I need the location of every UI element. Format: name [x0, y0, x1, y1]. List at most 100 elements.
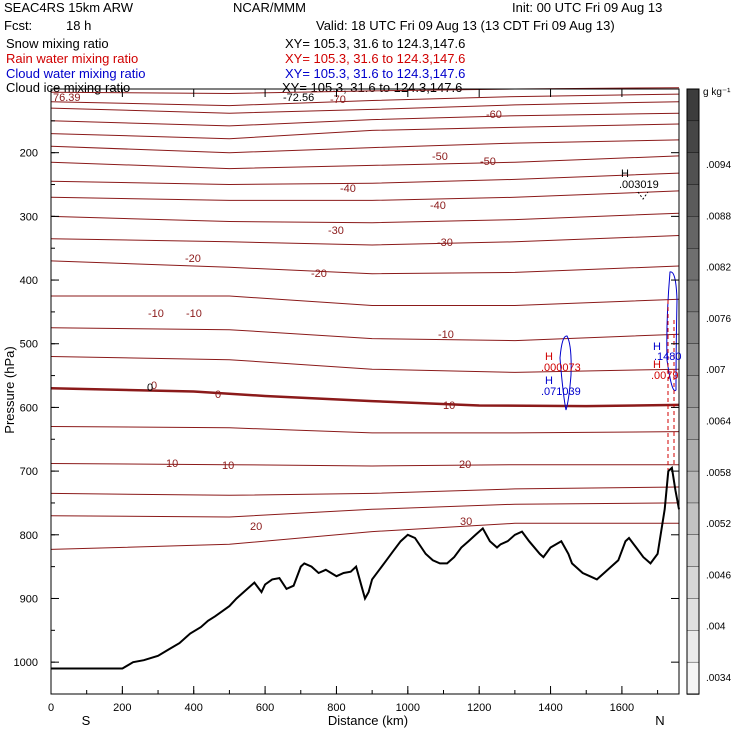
contour-label-11: -10 — [186, 308, 202, 320]
colorbar-cell-3 — [686, 184, 700, 218]
forecast-label: Fcst: — [4, 18, 33, 33]
ice-high-marker: H — [621, 168, 629, 180]
field-name-cloud-water: Cloud water mixing ratio — [6, 66, 146, 81]
x-tick-label-6: 1200 — [467, 702, 491, 714]
colorbar-cell-13 — [686, 502, 700, 536]
colorbar-cell-12 — [686, 470, 700, 504]
contour-line-6 — [50, 235, 680, 246]
colorbar-tick-label-9: .004 — [706, 622, 726, 633]
colorbar-cell-8 — [686, 343, 700, 377]
colorbar-tick-label-1: .0088 — [706, 211, 731, 222]
colorbar-cell-10 — [686, 407, 700, 440]
contour-line-extra-4 — [50, 212, 680, 224]
contour-line-9 — [50, 463, 679, 467]
x-tick-label-2: 400 — [185, 702, 203, 714]
x-tick-label-1: 200 — [113, 702, 131, 714]
contour-line-extra-2 — [50, 139, 680, 154]
colorbar-cell-18 — [686, 661, 700, 695]
contour-line-extra-3 — [50, 172, 680, 186]
colorbar-tick-label-10: .0034 — [706, 673, 731, 684]
x-tick-label-7: 1400 — [538, 702, 562, 714]
contour-label-12: -10 — [438, 329, 454, 341]
min-temp-annotation: -72.56 — [283, 92, 314, 104]
contour-label-9: -20 — [311, 268, 327, 280]
colorbar-cell-16 — [686, 598, 700, 632]
colorbar-cell-2 — [686, 152, 700, 186]
colorbar-tick-label-0: .0094 — [706, 160, 731, 171]
contour-label-10: -10 — [148, 308, 164, 320]
contour-label-13: 0 — [151, 380, 157, 392]
contour-line-extra-7 — [50, 356, 680, 373]
contour-line-3 — [50, 123, 680, 140]
cloud-water-high-marker: H — [545, 375, 553, 387]
cloud-water-high-value-north: .1480 — [654, 351, 682, 363]
contour-line-extra-8 — [50, 426, 680, 434]
colorbar-cell-4 — [686, 216, 700, 249]
colorbar-cell-14 — [686, 534, 700, 568]
colorbar-unit: g kg⁻¹ — [703, 87, 731, 98]
ice-high-value: .003019 — [619, 179, 659, 191]
colorbar-tick-label-4: .007 — [706, 365, 726, 376]
contour-label-4: -40 — [340, 183, 356, 195]
terrain-profile — [51, 465, 680, 670]
contour-label-20: 30 — [460, 516, 472, 528]
y-tick-label-2: 400 — [20, 275, 38, 287]
max-temp-annotation: 76.39 — [53, 92, 81, 104]
cloud-water-high-marker-north: H — [653, 341, 661, 353]
colorbar-frame — [686, 88, 700, 695]
colorbar: .0094 .0088 .0082 .0076 .007 .0064 .0058 .0052.… — [686, 88, 731, 695]
colorbar-cell-17 — [686, 630, 700, 663]
colorbar-cell-6 — [686, 279, 700, 313]
contour-label-7: -30 — [437, 237, 453, 249]
colorbar-tick-label-7: .0052 — [706, 519, 731, 530]
y-tick-label-1: 300 — [20, 211, 38, 223]
contour-line-5 — [50, 190, 680, 201]
colorbar-tick-label-5: .0064 — [706, 417, 731, 428]
contour-label-19: 20 — [250, 521, 262, 533]
cloud-water-high-value: .071039 — [541, 386, 581, 398]
contour-label-17: 10 — [222, 460, 234, 472]
cloud-water-contour — [559, 335, 572, 411]
contour-label-2: -50 — [432, 151, 448, 163]
y-tick-label-6: 800 — [20, 530, 38, 542]
contour-line-extra-6 — [50, 327, 680, 342]
field-xy-rain: XY= 105.3, 31.6 to 124.3,147.6 — [285, 51, 466, 66]
contour-line-10 — [50, 522, 679, 550]
contour-line-extra-0 — [50, 93, 680, 107]
x-axis-label: Distance (km) — [328, 713, 408, 728]
model-title: SEAC4RS 15km ARW — [4, 0, 134, 15]
y-axis-label: Pressure (hPa) — [2, 346, 17, 433]
init-time: Init: 00 UTC Fri 09 Aug 13 — [512, 0, 663, 15]
colorbar-tick-label-6: .0058 — [706, 468, 731, 479]
contour-line-extra-9 — [50, 486, 680, 496]
contour-label-5: -40 — [430, 200, 446, 212]
contour-line-8 — [50, 387, 680, 408]
contour-label-18: 20 — [459, 459, 471, 471]
contour-line-extra-5 — [50, 260, 680, 275]
colorbar-cell-9 — [686, 375, 700, 409]
colorbar-cell-0 — [686, 88, 700, 122]
colorbar-cell-7 — [686, 311, 700, 345]
x-tick-label-4: 800 — [327, 702, 345, 714]
contour-label-15: 10 — [443, 400, 455, 412]
x-tick-label-8: 1600 — [610, 702, 634, 714]
plot-frame — [50, 88, 680, 695]
field-xy-snow: XY= 105.3, 31.6 to 124.3,147.6 — [285, 36, 466, 51]
south-end-label: S — [82, 713, 91, 728]
field-name-rain: Rain water mixing ratio — [6, 51, 139, 66]
field-name-snow: Snow mixing ratio — [6, 36, 109, 51]
y-tick-label-4: 600 — [20, 402, 38, 414]
colorbar-tick-label-8: .0046 — [706, 570, 731, 581]
y-tick-label-3: 500 — [20, 339, 38, 351]
contour-line-2 — [50, 101, 680, 114]
valid-time: Valid: 18 UTC Fri 09 Aug 13 (13 CDT Fri … — [316, 18, 615, 33]
hydrometeor-contours — [559, 191, 678, 470]
contour-label-8: -20 — [185, 253, 201, 265]
contour-label-3: -50 — [480, 156, 496, 168]
contour-line-extra-1 — [50, 112, 680, 127]
y-tick-label-7: 900 — [20, 593, 38, 605]
y-tick-label-5: 700 — [20, 466, 38, 478]
field-name-cloud-ice: Cloud ice mixing ratio — [6, 80, 131, 95]
colorbar-cell-1 — [686, 120, 700, 154]
